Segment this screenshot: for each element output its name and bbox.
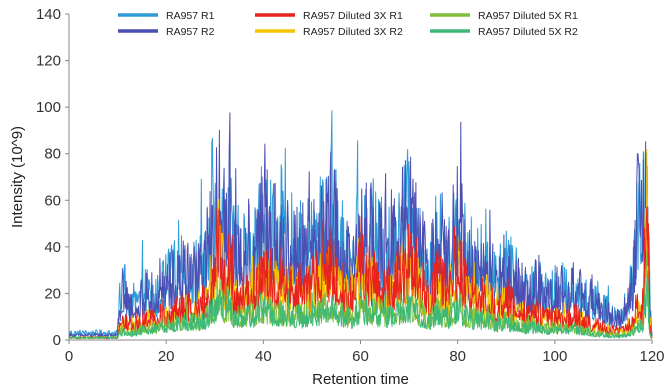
x-tick-label: 60 (352, 348, 369, 365)
y-axis-title: Intensity (10^9) (9, 126, 26, 228)
legend-label: RA957 Diluted 3X R1 (303, 10, 403, 22)
y-tick-label: 60 (44, 192, 61, 209)
legend: RA957 R1 RA957 R2 RA957 Diluted 3X R1 RA957… (118, 10, 578, 38)
axes: 0 20 40 60 80 100 120 140 0 20 40 60 80 100 120 (36, 6, 665, 365)
y-tick-label: 140 (36, 6, 61, 23)
x-tick-label: 120 (639, 348, 664, 365)
legend-label: RA957 Diluted 5X R2 (478, 26, 578, 38)
legend-label: RA957 Diluted 5X R1 (478, 10, 578, 22)
x-axis-title: Retention time (312, 371, 409, 388)
x-tick-label: 0 (65, 348, 73, 365)
x-tick-label: 40 (255, 348, 272, 365)
y-tick-label: 80 (44, 146, 61, 163)
series-line (68, 270, 653, 340)
y-tick-label: 100 (36, 99, 61, 116)
legend-label: RA957 Diluted 3X R2 (303, 26, 403, 38)
series-layer (68, 110, 653, 340)
series-line (68, 251, 653, 340)
x-tick-label: 20 (158, 348, 175, 365)
y-tick-label: 40 (44, 239, 61, 256)
x-tick-label: 100 (542, 348, 567, 365)
y-tick-label: 120 (36, 53, 61, 70)
legend-label: RA957 R2 (166, 26, 215, 38)
y-tick-label: 20 (44, 285, 61, 302)
legend-label: RA957 R1 (166, 10, 215, 22)
y-tick-label: 0 (53, 332, 61, 349)
x-tick-label: 80 (449, 348, 466, 365)
